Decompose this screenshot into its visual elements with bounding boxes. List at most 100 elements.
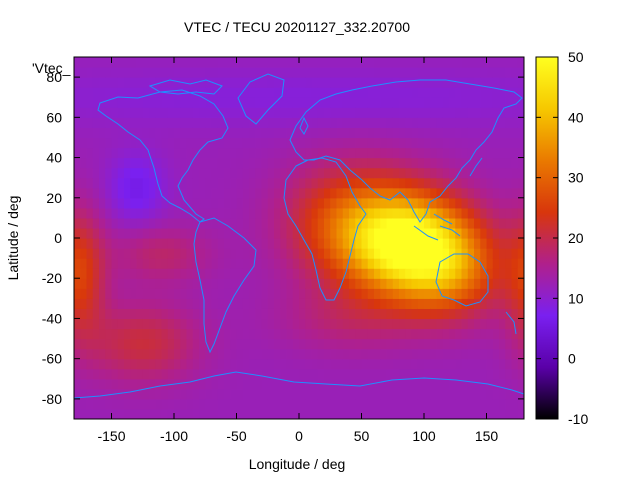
heatmap-cell [461,107,469,118]
heatmap-cell [492,207,500,219]
heatmap-cell [192,127,200,139]
heatmap-cell [136,207,144,219]
heatmap-cell [367,318,375,330]
heatmap-cell [486,268,494,279]
heatmap-cell [336,197,344,209]
heatmap-cell [174,318,181,330]
heatmap-cell [261,167,269,179]
heatmap-cell [224,348,231,360]
heatmap-cell [211,147,219,159]
coastline-antarctica [74,371,524,419]
heatmap-cell [199,197,206,209]
heatmap-cell [424,318,431,330]
heatmap-cell [174,77,181,88]
heatmap-cell [255,288,263,299]
heatmap-cell [336,318,344,330]
heatmap-cell [424,177,431,189]
heatmap-cell [517,408,524,419]
heatmap-cell [461,368,469,380]
heatmap-cell [517,67,524,78]
heatmap-cell [155,378,163,390]
heatmap-cell [399,298,406,309]
heatmap-cell [330,338,338,350]
heatmap-cell [155,308,163,320]
heatmap-cell [261,248,269,259]
heatmap-cell [149,177,156,189]
heatmap-cell [255,368,263,380]
heatmap-cell [305,278,313,289]
heatmap-cell [180,107,188,118]
heatmap-cell [299,127,306,139]
heatmap-cell [486,217,494,229]
heatmap-cell [136,117,144,128]
heatmap-cell [392,187,400,199]
heatmap-cell [480,388,488,400]
heatmap-cell [199,268,206,279]
heatmap-cell [161,97,169,108]
heatmap-cell [286,258,294,269]
heatmap-cell [74,298,81,309]
heatmap-cell [255,408,263,419]
heatmap-cell [349,288,356,299]
heatmap-cell [324,288,331,299]
heatmap-cell [317,408,325,419]
heatmap-cell [217,358,225,370]
heatmap-cell [292,67,300,78]
heatmap-cell [161,358,169,370]
heatmap-cell [142,137,150,149]
heatmap-cell [292,278,300,289]
heatmap-cell [92,308,100,320]
heatmap-cell [511,288,519,299]
heatmap-cell [180,157,188,169]
heatmap-cell [299,388,306,400]
heatmap-cell [255,157,263,169]
heatmap-cell [349,57,356,68]
y-tick-label: 20 [46,190,62,206]
heatmap-cell [455,67,463,78]
heatmap-cell [342,77,350,88]
heatmap-cell [380,97,388,108]
heatmap-cell [405,57,413,68]
heatmap-cell [117,217,125,229]
heatmap-cell [467,348,475,360]
heatmap-cell [142,408,150,419]
heatmap-cell [486,107,494,118]
heatmap-cell [286,77,294,88]
heatmap-cell [342,167,350,179]
heatmap-cell [299,288,306,299]
heatmap-cell [236,338,244,350]
heatmap-cell [261,238,269,249]
heatmap-cell [211,378,219,390]
heatmap-cell [349,358,356,370]
heatmap-cell [261,338,269,350]
heatmap-cell [342,117,350,128]
heatmap-cell [517,398,524,410]
heatmap-cell [330,97,338,108]
heatmap-cell [517,127,524,139]
heatmap-cell [161,378,169,390]
heatmap-cell [180,177,188,189]
heatmap-cell [305,77,313,88]
heatmap-cell [517,157,524,169]
heatmap-cell [449,107,456,118]
heatmap-cell [111,167,119,179]
heatmap-cell [205,57,213,68]
heatmap-cell [105,248,113,259]
heatmap-cell [411,167,419,179]
y-tick-label: 0 [54,230,62,246]
heatmap-cell [505,107,513,118]
heatmap-cell [455,268,463,279]
heatmap-cell [267,358,275,370]
heatmap-cell [499,97,506,108]
heatmap-cell [267,177,275,189]
heatmap-cell [242,187,250,199]
heatmap-cell [467,227,475,239]
heatmap-cell [230,338,238,350]
heatmap-cell [474,167,481,179]
heatmap-cell [442,57,450,68]
heatmap-cell [399,97,406,108]
heatmap-cell [467,358,475,370]
heatmap-cell [474,408,481,419]
heatmap-cell [430,378,438,390]
heatmap-cell [342,328,350,340]
